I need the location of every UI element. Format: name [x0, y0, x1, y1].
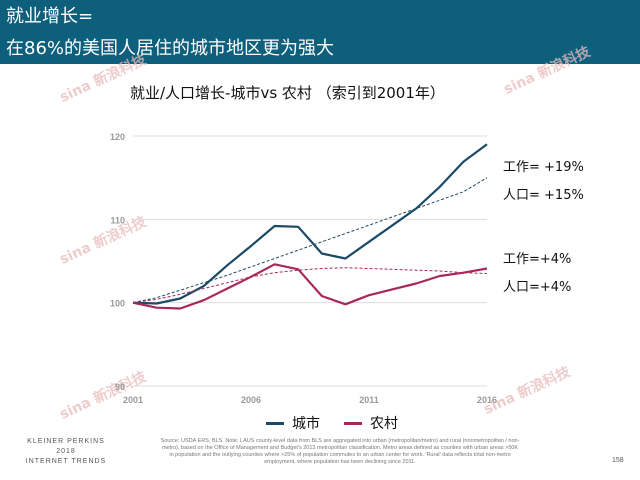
- slide-title-line-2: 在86%的美国人居住的城市地区更为强大: [6, 38, 335, 59]
- annotation-urban-population: 人口= +15%: [503, 188, 584, 203]
- brand-year: 2018: [56, 448, 76, 455]
- y-tick-label: 110: [110, 215, 125, 225]
- series-line-urban: [132, 143, 488, 305]
- x-tick-label: 2006: [241, 395, 261, 405]
- legend-item-urban: 城市: [266, 413, 320, 433]
- x-tick-label: 2001: [123, 395, 143, 405]
- brand-name: KLEINER PERKINS: [27, 438, 105, 445]
- brand-report: INTERNET TRENDS: [25, 458, 107, 465]
- x-tick-label: 2016: [477, 395, 497, 405]
- page-number: 158: [612, 457, 624, 464]
- legend-item-rural: 农村: [344, 413, 398, 433]
- legend-label-rural: 农村: [370, 416, 398, 432]
- legend-swatch-urban: [266, 421, 284, 425]
- series-line-urban-trend: [132, 177, 488, 304]
- chart-legend: 城市 农村: [266, 413, 398, 433]
- series-line-rural-trend: [132, 267, 488, 304]
- y-tick-label: 120: [110, 132, 125, 142]
- annotation-rural-population: 人口=+4%: [503, 280, 572, 295]
- annotation-rural-jobs: 工作=+4%: [503, 252, 572, 267]
- source-note: Source: USDA ERS, BLS. Note: LAUS county…: [160, 438, 520, 465]
- y-tick-label: 90: [115, 382, 125, 392]
- brand-logo: KLEINER PERKINS 2018 INTERNET TRENDS: [6, 437, 126, 467]
- series-line-rural: [132, 263, 488, 310]
- x-tick-label: 2011: [359, 395, 379, 405]
- legend-label-urban: 城市: [292, 416, 320, 432]
- chart-title: 就业/人口增长-城市vs 农村 （索引到2001年）: [130, 84, 445, 102]
- annotation-urban-jobs: 工作= +19%: [503, 160, 584, 175]
- legend-swatch-rural: [344, 421, 362, 425]
- slide-title-line-1: 就业增长=: [6, 6, 94, 27]
- title-banner: 就业增长= 在86%的美国人居住的城市地区更为强大: [0, 0, 640, 64]
- y-tick-label: 100: [110, 299, 125, 309]
